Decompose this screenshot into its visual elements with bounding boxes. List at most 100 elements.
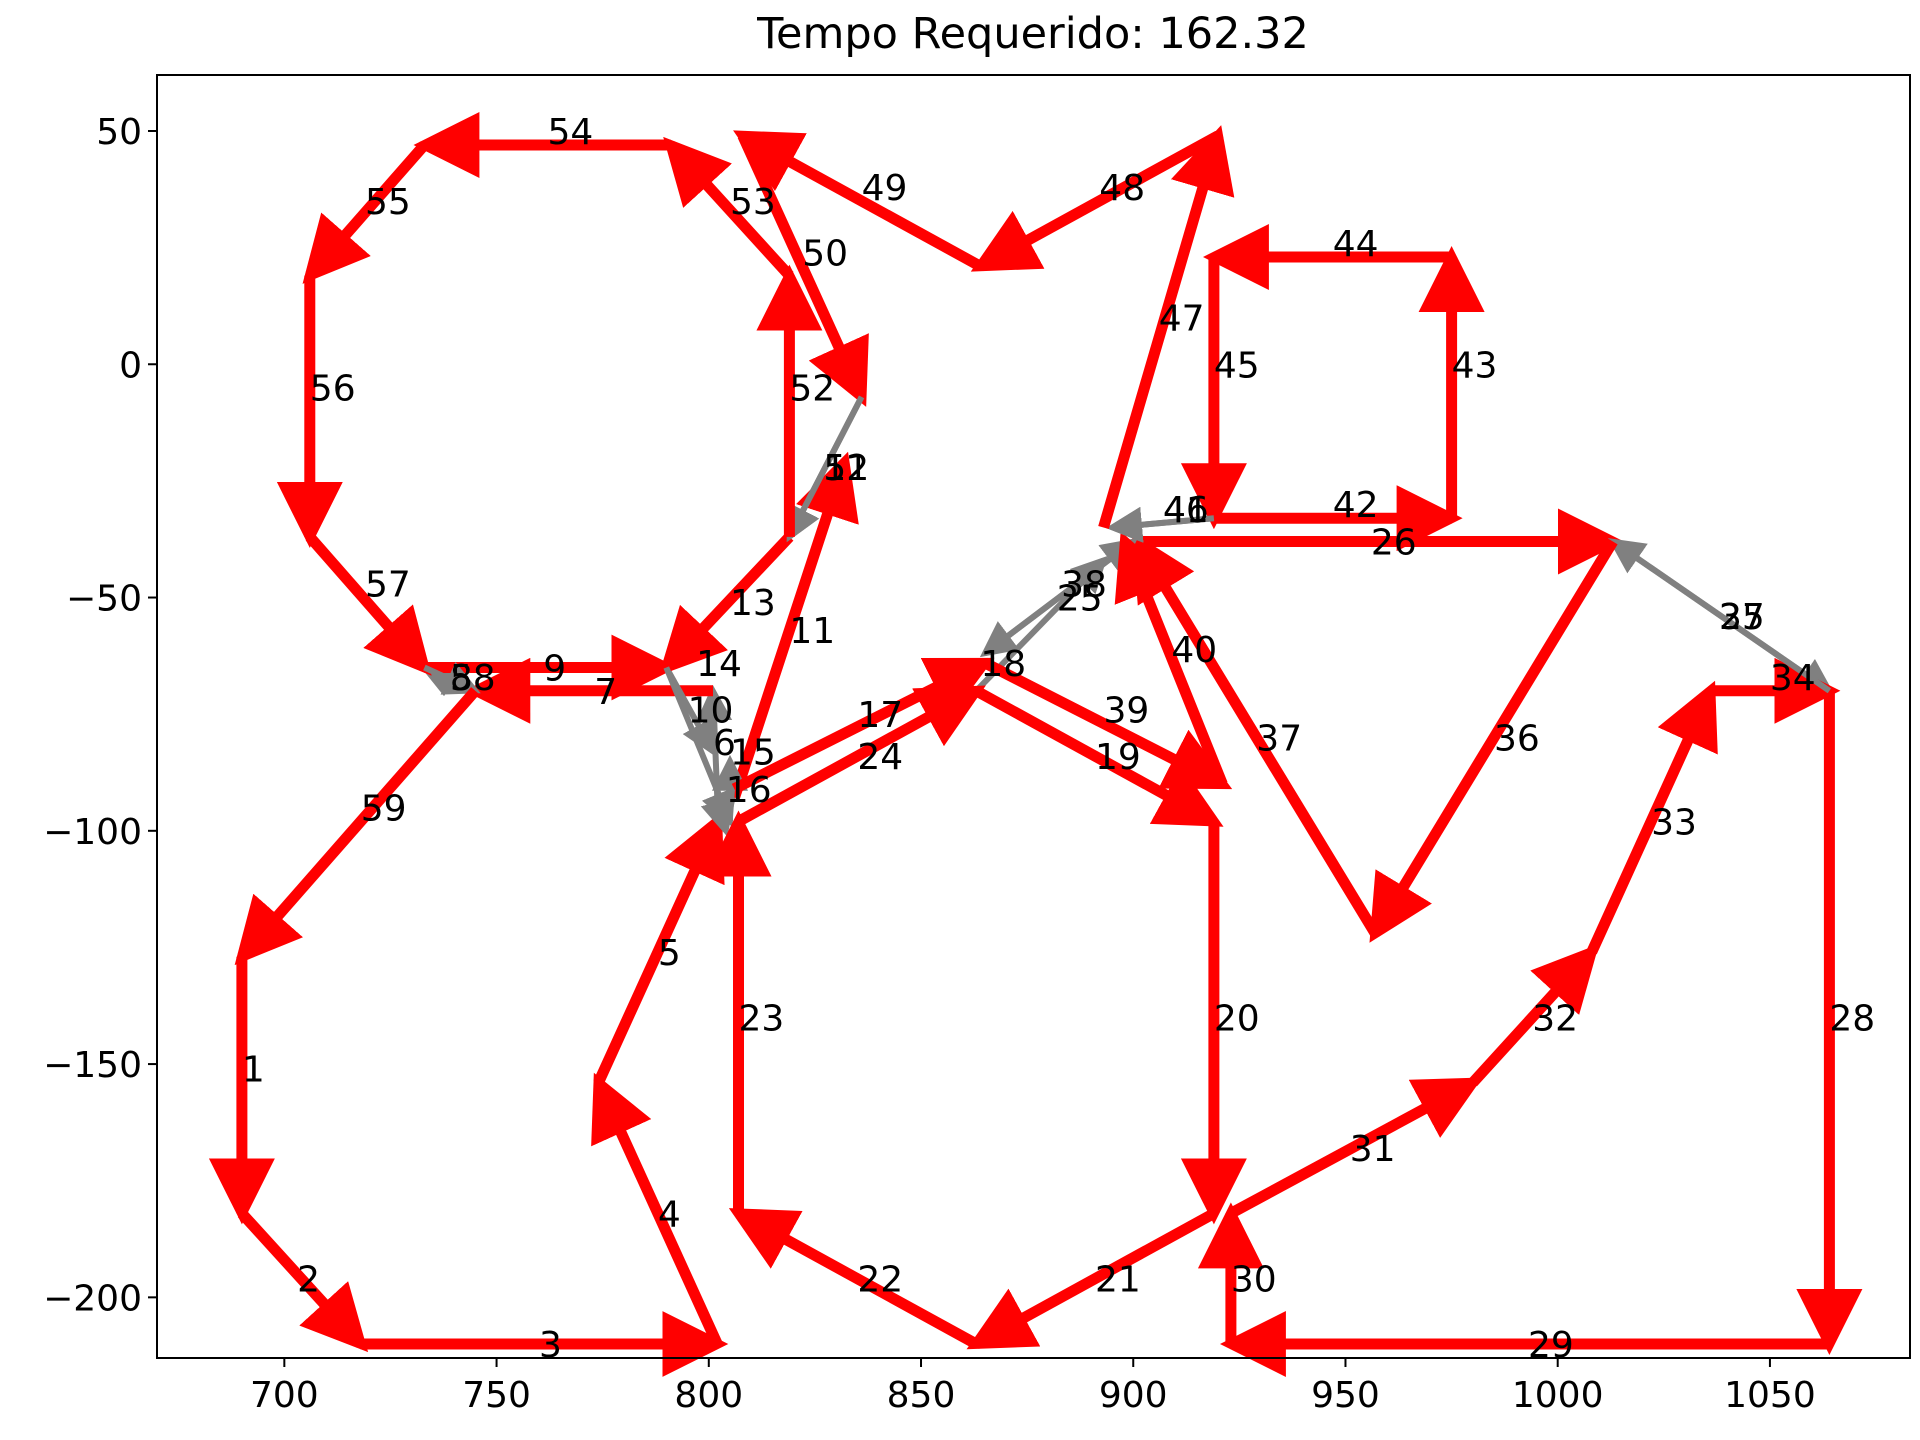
segment-19 <box>973 685 1224 827</box>
segment-24 <box>735 685 986 827</box>
segment-label-50: 50 <box>802 233 848 274</box>
segment-35 <box>1607 538 1832 694</box>
segment-label-42: 42 <box>1333 485 1379 526</box>
x-tick-label: 850 <box>887 1375 956 1416</box>
segment-label-13: 13 <box>730 583 776 624</box>
segment-label-5: 5 <box>658 933 681 974</box>
segment-57 <box>305 533 432 676</box>
y-axis: 50 0 −50 −100 −150 −200 <box>43 112 157 1319</box>
segment-33 <box>1586 680 1718 955</box>
segment-49 <box>733 130 984 272</box>
segment-label-23: 23 <box>739 998 785 1039</box>
y-tick-label: 0 <box>119 345 142 386</box>
segment-label-28: 28 <box>1829 998 1875 1039</box>
segment-2 <box>237 1209 369 1353</box>
segment-label-15: 15 <box>730 733 776 774</box>
x-tick-label: 800 <box>674 1375 743 1416</box>
segment-48 <box>970 130 1221 272</box>
segment-13 <box>658 533 794 676</box>
segment-53 <box>663 136 794 280</box>
segment-label-52: 52 <box>789 369 835 410</box>
segment-label-49: 49 <box>862 168 908 209</box>
segment-label-22: 22 <box>857 1260 903 1301</box>
x-tick-label: 1050 <box>1724 1375 1816 1416</box>
segment-label-17: 17 <box>857 695 903 736</box>
segment-label-54: 54 <box>548 112 594 153</box>
segment-label-19: 19 <box>1095 737 1141 778</box>
segment-39 <box>982 657 1233 790</box>
segment-label-59: 59 <box>361 789 407 830</box>
segment-4 <box>591 1072 723 1347</box>
segment-label-37: 37 <box>1256 719 1302 760</box>
segment-55 <box>302 141 429 284</box>
segment-14 <box>663 666 736 828</box>
segment-label-35: 35 <box>1719 597 1765 638</box>
segment-label-21: 21 <box>1095 1260 1141 1301</box>
x-tick-label: 1000 <box>1512 1375 1604 1416</box>
segment-label-10: 10 <box>688 691 734 732</box>
x-axis: 700 750 800 850 900 950 1000 1050 <box>250 1358 1816 1416</box>
y-tick-label: −100 <box>43 812 142 853</box>
segment-label-31: 31 <box>1350 1129 1396 1170</box>
x-tick-label: 750 <box>462 1375 531 1416</box>
segment-label-55: 55 <box>365 182 411 223</box>
segment-47 <box>1098 125 1235 530</box>
segment-37 <box>1131 532 1380 937</box>
segment-11 <box>729 451 859 800</box>
segment-label-16: 16 <box>726 770 772 811</box>
y-tick-label: −150 <box>43 1045 142 1086</box>
segment-label-18: 18 <box>980 644 1026 685</box>
x-tick-label: 950 <box>1311 1375 1380 1416</box>
segment-label-41: 41 <box>1163 490 1209 531</box>
segment-label-51: 51 <box>823 448 869 489</box>
x-tick-label: 700 <box>250 1375 319 1416</box>
segment-label-26: 26 <box>1371 523 1417 564</box>
segment-label-34: 34 <box>1770 658 1816 699</box>
segment-label-25: 25 <box>1057 579 1103 620</box>
segment-label-14: 14 <box>696 644 742 685</box>
segment-51 <box>786 395 865 543</box>
segment-22 <box>728 1208 979 1349</box>
segment-32 <box>1468 943 1600 1087</box>
segment-label-30: 30 <box>1231 1260 1277 1301</box>
segment-label-12: 12 <box>823 448 869 489</box>
segment-label-32: 32 <box>1532 998 1578 1039</box>
segment-label-24: 24 <box>857 737 903 778</box>
segment-58 <box>423 661 481 695</box>
segment-label-1: 1 <box>242 1050 265 1091</box>
segment-label-39: 39 <box>1104 691 1150 732</box>
chart-title: Tempo Requerido: 162.32 <box>756 9 1309 59</box>
segment-label-11: 11 <box>789 611 835 652</box>
segment-label-46: 46 <box>1163 490 1209 531</box>
plot-frame <box>156 74 1911 1359</box>
segment-label-6: 6 <box>713 723 736 764</box>
segment-label-45: 45 <box>1214 345 1260 386</box>
y-tick-label: 50 <box>96 112 142 153</box>
segment-label-44: 44 <box>1333 224 1379 265</box>
segment-31 <box>1228 1077 1483 1219</box>
segment-59 <box>234 687 480 966</box>
x-tick-label: 900 <box>1099 1375 1168 1416</box>
segment-label-29: 29 <box>1528 1325 1574 1366</box>
segment-21 <box>966 1208 1217 1350</box>
segment-label-58: 58 <box>450 658 496 699</box>
segment-label-43: 43 <box>1452 345 1498 386</box>
segment-label-38: 38 <box>1061 565 1107 606</box>
segment-label-27: 27 <box>1719 597 1765 638</box>
segment-label-20: 20 <box>1214 998 1260 1039</box>
segment-label-56: 56 <box>310 369 356 410</box>
y-tick-label: −50 <box>66 579 142 620</box>
segment-label-36: 36 <box>1494 719 1540 760</box>
segment-label-4: 4 <box>658 1194 681 1235</box>
segment-label-3: 3 <box>539 1325 562 1366</box>
segment-36 <box>1369 538 1618 943</box>
segment-46 <box>1106 506 1215 543</box>
segment-label-48: 48 <box>1099 168 1145 209</box>
segment-label-33: 33 <box>1651 803 1697 844</box>
segment-5 <box>593 811 725 1085</box>
segment-label-57: 57 <box>365 565 411 606</box>
segment-label-40: 40 <box>1171 630 1217 671</box>
segment-label-7: 7 <box>594 672 617 713</box>
